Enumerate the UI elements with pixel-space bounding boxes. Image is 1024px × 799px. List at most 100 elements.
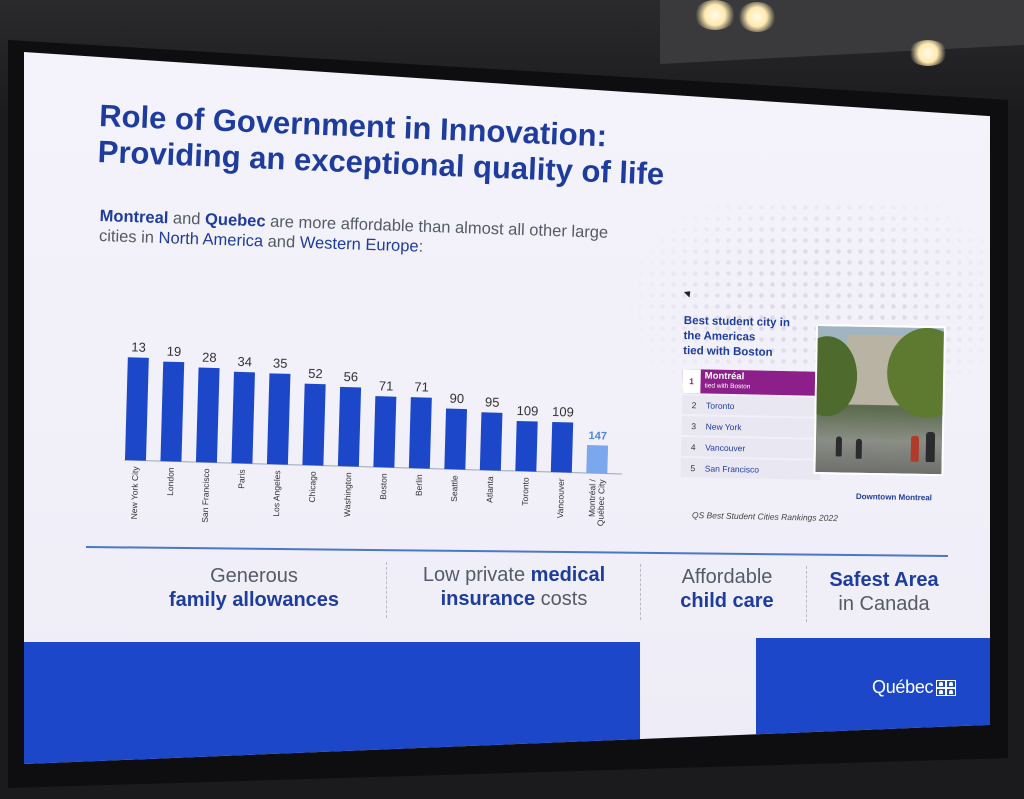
photo-caption: Downtown Montreal	[855, 492, 932, 503]
ranking-list: 1 Montréal tied with Boston 2 Toronto 3 N…	[680, 368, 823, 480]
slide-title: Role of Government in Innovation: Provid…	[97, 98, 719, 195]
ranking-heading-line: tied with Boston	[683, 344, 773, 359]
chart-bar	[515, 420, 538, 472]
rank-city-name: Vancouver	[705, 441, 746, 453]
chart-category-label: New York City	[129, 466, 140, 520]
ranking-source: QS Best Student Cities Rankings 2022	[691, 510, 838, 524]
chart-data-label: 19	[167, 344, 182, 359]
ranking-row: 2 Toronto	[681, 394, 823, 417]
photo-person	[910, 435, 920, 462]
chart-data-label: 109	[552, 404, 574, 420]
rank-city-name: New York	[705, 420, 742, 432]
feature-separator	[806, 566, 807, 622]
chart-category-label: London	[165, 467, 176, 496]
chart-data-label: 34	[237, 354, 252, 369]
chart-data-label: 28	[202, 350, 217, 365]
rank-number: 4	[690, 441, 696, 452]
feature-line: Low private medical	[394, 563, 634, 587]
rank-city-name: Montréal	[704, 370, 745, 383]
ranking-row: 4 Vancouver	[681, 436, 822, 459]
subtitle-text: and	[168, 209, 206, 229]
chart-data-label: 147	[588, 430, 607, 443]
subtitle-region-western-europe: Western Europe	[299, 233, 419, 256]
affordability-bar-chart: 13 New York City 19 London 28 San Francisco 34…	[124, 339, 622, 526]
ranking-heading: Best student city in the Americas tied w…	[683, 314, 824, 362]
rank-city-name: Toronto	[705, 399, 735, 411]
subtitle-text: :	[418, 237, 424, 256]
feature-line: Affordable	[681, 566, 773, 588]
chart-category-label: Chicago	[307, 471, 318, 503]
feature-text-emphasis: insurance	[440, 588, 536, 610]
chart-data-label: 13	[131, 339, 146, 354]
ranking-row: 3 New York	[681, 415, 822, 438]
chart-category-label: San Francisco	[200, 468, 212, 523]
presentation-slide: Role of Government in Innovation: Provid…	[24, 52, 990, 764]
feature-safest-area: Safest Area in Canada	[814, 568, 954, 616]
subtitle-city-montreal: Montreal	[99, 206, 169, 228]
chart-category-label: Washington	[342, 472, 353, 517]
photo-person	[925, 431, 936, 463]
rank-city-name: San Francisco	[704, 462, 760, 475]
chart-category-label: Vancouver	[555, 478, 566, 518]
rank-number: 3	[691, 420, 697, 431]
ceiling-light	[694, 0, 736, 30]
chart-category-label: Toronto	[520, 477, 531, 506]
feature-medical-insurance: Low private medical insurance costs	[394, 563, 634, 611]
chart-data-label: 52	[308, 366, 323, 381]
chart-data-label: 56	[343, 369, 358, 384]
chart-baseline	[124, 459, 622, 475]
chart-bar	[124, 357, 149, 461]
rank-number: 1	[682, 368, 701, 394]
chart-bar	[231, 371, 255, 464]
feature-text: costs	[535, 588, 588, 610]
chart-data-label: 90	[449, 391, 464, 406]
feature-child-care: Affordable child care	[652, 565, 802, 613]
photo-person	[855, 438, 863, 459]
feature-family-allowances: Generous family allowances	[144, 564, 364, 612]
feature-separator	[640, 564, 641, 620]
photo-person	[835, 436, 843, 457]
fleur-de-lis-flag-icon	[936, 679, 957, 696]
chart-data-label: 71	[414, 379, 429, 394]
ranking-row: 5 San Francisco	[680, 457, 821, 480]
chart-bar	[266, 373, 291, 465]
chart-bar	[479, 412, 503, 471]
rank-number: 2	[691, 399, 697, 410]
chart-bar	[408, 397, 432, 469]
ranking-row: 1 Montréal tied with Boston	[682, 368, 823, 396]
chart-category-label: Paris	[236, 469, 247, 489]
subtitle-city-quebec: Quebec	[204, 210, 266, 231]
feature-line-emphasis: family allowances	[168, 589, 340, 611]
chart-data-label: 71	[379, 378, 394, 393]
chart-bar	[302, 383, 326, 466]
chart-category-label: Boston	[378, 473, 389, 500]
chart-bar	[444, 408, 468, 470]
feature-line: in Canada	[838, 593, 930, 615]
chart-bar	[160, 361, 185, 462]
chart-bar	[586, 444, 609, 474]
slide-subtitle: Montreal and Quebec are more affordable …	[99, 206, 620, 263]
logo-text: Québec	[872, 677, 934, 697]
chart-data-label: 109	[516, 403, 538, 419]
student-city-ranking: Best student city in the Americas tied w…	[680, 314, 824, 482]
downtown-montreal-photo	[813, 324, 946, 477]
feature-line: Generous	[210, 565, 298, 587]
chart-category-label: Seattle	[449, 475, 460, 502]
feature-line-emphasis: Safest Area	[829, 569, 939, 591]
quebec-logo: Québec	[872, 677, 957, 698]
ceiling-light	[738, 2, 776, 32]
feature-line-emphasis: child care	[680, 590, 774, 612]
rank-number: 5	[690, 462, 696, 473]
chart-bar	[550, 421, 574, 473]
feature-text: Low private	[422, 564, 531, 586]
rank-note: tied with Boston	[704, 382, 751, 391]
feature-text-emphasis: medical	[530, 564, 606, 586]
rank-city: Montréal tied with Boston	[704, 370, 751, 392]
subtitle-text: and	[262, 232, 301, 252]
chart-category-label: Atlanta	[484, 476, 495, 503]
chart-data-label: 35	[273, 355, 288, 370]
ceiling-light	[908, 40, 948, 66]
chart-category-label: Los Angeles	[271, 470, 282, 517]
feature-separator	[386, 562, 387, 618]
subtitle-region-north-america: North America	[158, 228, 264, 251]
